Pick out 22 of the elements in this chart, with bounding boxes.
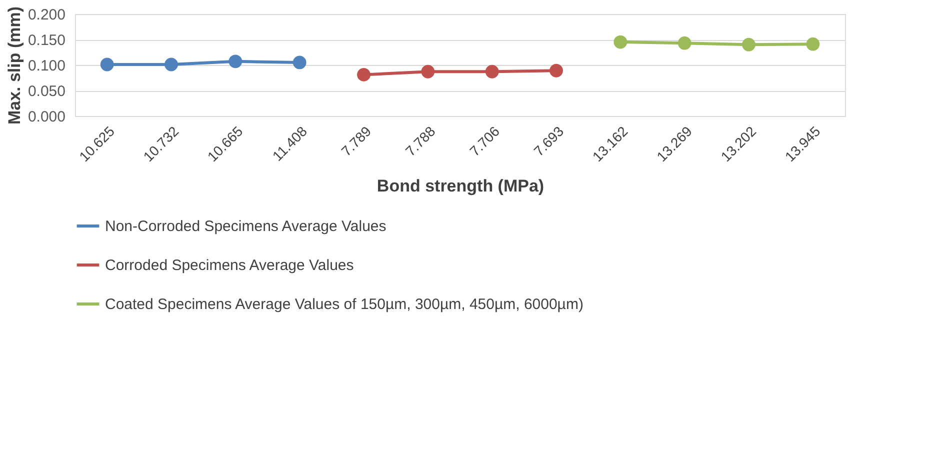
y-tick-label: 0.000	[28, 108, 66, 126]
point	[164, 58, 178, 72]
legend-label: Coated Specimens Average Values of 150µm, 300µm, 450µm, 6000µm)	[105, 296, 584, 313]
y-tick-label: 0.050	[28, 83, 66, 100]
legend-label: Corroded Specimens Average Values	[105, 257, 354, 274]
point	[742, 38, 756, 52]
point	[421, 64, 435, 78]
point	[806, 37, 820, 51]
y-tick-label: 0.200	[28, 6, 66, 24]
y-axis-title: Max. slip (mm)	[4, 6, 24, 125]
point	[100, 58, 114, 72]
point	[614, 35, 628, 49]
point	[228, 54, 242, 68]
point	[550, 64, 563, 78]
x-axis-title: Bond strength (MPa)	[376, 176, 544, 196]
point	[292, 56, 306, 70]
y-tick-label: 0.150	[28, 32, 66, 49]
point	[678, 36, 692, 50]
legend-label: Non-Corroded Specimens Average Values	[105, 218, 386, 235]
point	[485, 64, 499, 78]
point	[357, 68, 370, 82]
y-tick-label: 0.100	[28, 58, 66, 74]
